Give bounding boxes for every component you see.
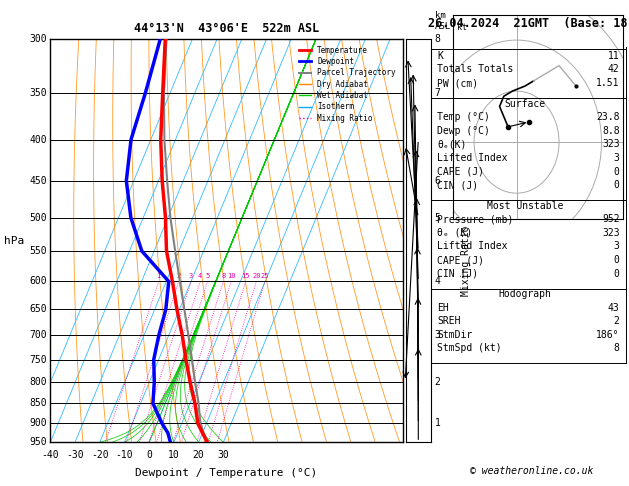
Text: 30: 30 bbox=[218, 451, 229, 460]
Text: 10: 10 bbox=[227, 274, 235, 279]
Text: Surface: Surface bbox=[504, 99, 546, 108]
Legend: Temperature, Dewpoint, Parcel Trajectory, Dry Adiabat, Wet Adiabat, Isotherm, Mi: Temperature, Dewpoint, Parcel Trajectory… bbox=[296, 43, 399, 125]
Text: 4: 4 bbox=[435, 277, 440, 286]
Text: EH: EH bbox=[437, 303, 449, 312]
Text: -20: -20 bbox=[91, 451, 109, 460]
Text: 2: 2 bbox=[614, 316, 620, 326]
Text: Dewpoint / Temperature (°C): Dewpoint / Temperature (°C) bbox=[135, 469, 318, 479]
Text: Totals Totals: Totals Totals bbox=[437, 65, 513, 74]
Text: 952: 952 bbox=[602, 214, 620, 224]
Text: 186°: 186° bbox=[596, 330, 620, 340]
Text: 0: 0 bbox=[147, 451, 152, 460]
Text: 8: 8 bbox=[435, 34, 440, 44]
Text: 323: 323 bbox=[602, 228, 620, 238]
Text: 0: 0 bbox=[614, 167, 620, 176]
Text: Hodograph: Hodograph bbox=[499, 289, 552, 299]
Text: -30: -30 bbox=[66, 451, 84, 460]
Text: StmSpd (kt): StmSpd (kt) bbox=[437, 344, 502, 353]
Text: 3: 3 bbox=[614, 242, 620, 251]
Text: 450: 450 bbox=[29, 176, 47, 186]
Text: 10: 10 bbox=[168, 451, 180, 460]
Text: -10: -10 bbox=[116, 451, 133, 460]
Text: 5: 5 bbox=[205, 274, 209, 279]
Text: 44°13'N  43°06'E  522m ASL: 44°13'N 43°06'E 522m ASL bbox=[134, 22, 319, 35]
Text: 7: 7 bbox=[435, 88, 440, 98]
Text: 2: 2 bbox=[435, 377, 440, 387]
Text: 2: 2 bbox=[177, 274, 181, 279]
Text: PW (cm): PW (cm) bbox=[437, 78, 478, 88]
Text: StmDir: StmDir bbox=[437, 330, 472, 340]
Text: km
ASL: km ASL bbox=[435, 11, 451, 31]
Text: 11: 11 bbox=[608, 51, 620, 61]
Text: 500: 500 bbox=[29, 213, 47, 223]
Text: 26.04.2024  21GMT  (Base: 18): 26.04.2024 21GMT (Base: 18) bbox=[428, 17, 629, 30]
Text: 1: 1 bbox=[435, 418, 440, 428]
Text: θₑ(K): θₑ(K) bbox=[437, 139, 467, 149]
Text: 950: 950 bbox=[29, 437, 47, 447]
Text: 20: 20 bbox=[252, 274, 260, 279]
Text: 0: 0 bbox=[614, 269, 620, 278]
Text: 3: 3 bbox=[435, 330, 440, 340]
Text: Lifted Index: Lifted Index bbox=[437, 242, 508, 251]
Text: 300: 300 bbox=[29, 34, 47, 44]
Text: 15: 15 bbox=[242, 274, 250, 279]
Text: CAPE (J): CAPE (J) bbox=[437, 255, 484, 265]
Text: 323: 323 bbox=[602, 139, 620, 149]
Text: 550: 550 bbox=[29, 246, 47, 256]
Text: CIN (J): CIN (J) bbox=[437, 180, 478, 190]
Text: 4: 4 bbox=[198, 274, 203, 279]
Text: 1: 1 bbox=[157, 274, 161, 279]
Text: Mixing Ratio (g/kg): Mixing Ratio (g/kg) bbox=[461, 185, 471, 296]
Text: hPa: hPa bbox=[4, 236, 24, 245]
Text: 23.8: 23.8 bbox=[596, 112, 620, 122]
Text: 600: 600 bbox=[29, 277, 47, 286]
Text: 42: 42 bbox=[608, 65, 620, 74]
Text: 8.8: 8.8 bbox=[602, 126, 620, 136]
Text: 0: 0 bbox=[614, 180, 620, 190]
Text: Temp (°C): Temp (°C) bbox=[437, 112, 490, 122]
Text: 6: 6 bbox=[435, 176, 440, 186]
Text: CAPE (J): CAPE (J) bbox=[437, 167, 484, 176]
Text: LCL: LCL bbox=[406, 380, 421, 389]
Text: 650: 650 bbox=[29, 304, 47, 314]
Text: CIN (J): CIN (J) bbox=[437, 269, 478, 278]
Text: 0: 0 bbox=[614, 255, 620, 265]
Text: SREH: SREH bbox=[437, 316, 460, 326]
Text: 20: 20 bbox=[192, 451, 204, 460]
Text: 8: 8 bbox=[221, 274, 225, 279]
Text: θₑ (K): θₑ (K) bbox=[437, 228, 472, 238]
Text: -40: -40 bbox=[42, 451, 59, 460]
Text: K: K bbox=[437, 51, 443, 61]
Text: Most Unstable: Most Unstable bbox=[487, 201, 564, 210]
Text: kt: kt bbox=[457, 23, 467, 32]
Text: Dewp (°C): Dewp (°C) bbox=[437, 126, 490, 136]
Text: 3: 3 bbox=[189, 274, 193, 279]
Text: 5: 5 bbox=[435, 213, 440, 223]
Text: © weatheronline.co.uk: © weatheronline.co.uk bbox=[470, 466, 593, 476]
Text: Lifted Index: Lifted Index bbox=[437, 153, 508, 163]
Text: 850: 850 bbox=[29, 399, 47, 408]
Text: 8: 8 bbox=[614, 344, 620, 353]
Text: 350: 350 bbox=[29, 88, 47, 98]
Text: 1.51: 1.51 bbox=[596, 78, 620, 88]
Text: 800: 800 bbox=[29, 377, 47, 387]
Text: 43: 43 bbox=[608, 303, 620, 312]
Text: 900: 900 bbox=[29, 418, 47, 428]
Text: 700: 700 bbox=[29, 330, 47, 340]
Text: 25: 25 bbox=[260, 274, 269, 279]
Text: 3: 3 bbox=[614, 153, 620, 163]
Text: 400: 400 bbox=[29, 135, 47, 144]
Text: Pressure (mb): Pressure (mb) bbox=[437, 214, 513, 224]
Text: 750: 750 bbox=[29, 354, 47, 364]
